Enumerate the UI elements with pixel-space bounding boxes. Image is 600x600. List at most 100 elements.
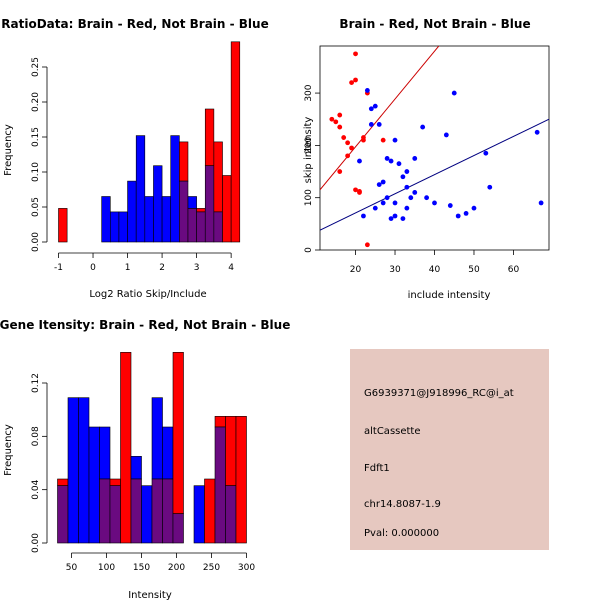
event-type-text: altCassette bbox=[364, 426, 421, 437]
scatter-point-not-brain bbox=[392, 137, 398, 143]
scatter-point-not-brain bbox=[455, 213, 461, 219]
scatter-point-not-brain bbox=[392, 200, 398, 206]
scatter-point-not-brain bbox=[483, 150, 489, 156]
histogram-bar-overlap bbox=[196, 211, 206, 243]
histogram-bar-brain bbox=[196, 208, 206, 213]
probe-info-panel: G6939371@J918996_RC@i_at altCassette Fdf… bbox=[350, 349, 549, 550]
scatter-point-brain bbox=[349, 80, 354, 86]
histogram-bar-brain bbox=[235, 416, 247, 544]
histogram-bar-brain bbox=[204, 108, 215, 167]
scatter-point-not-brain bbox=[404, 205, 410, 211]
regression-line-brain bbox=[320, 46, 440, 191]
gene-intensity-panel: Gene Itensity: Brain - Red, Not Brain - … bbox=[0, 318, 290, 600]
histogram-bar-overlap bbox=[172, 513, 184, 544]
gene-intensity-title: Gene Itensity: Brain - Red, Not Brain - … bbox=[0, 318, 290, 332]
scatter-point-brain bbox=[337, 124, 343, 130]
histogram-bar-not-brain bbox=[88, 426, 100, 544]
scatter-point-not-brain bbox=[372, 205, 378, 211]
histogram-bar-not-brain bbox=[162, 426, 174, 480]
histogram-bar-brain bbox=[179, 141, 189, 182]
histogram-bar-overlap bbox=[109, 485, 121, 544]
gene-name-text: Fdft1 bbox=[364, 463, 390, 474]
scatter-xlabel: include intensity bbox=[408, 290, 491, 301]
histogram-bar-overlap bbox=[213, 211, 223, 243]
x-tick-label: 4 bbox=[228, 263, 234, 273]
histogram-bar-brain bbox=[57, 478, 69, 486]
scatter-point-not-brain bbox=[471, 205, 477, 211]
histogram-bar-not-brain bbox=[78, 397, 90, 544]
scatter-point-brain bbox=[353, 51, 358, 57]
histogram-bar-overlap bbox=[204, 165, 215, 243]
scatter-point-brain bbox=[345, 153, 351, 159]
x-tick-label: 30 bbox=[389, 265, 401, 275]
intensity-scatter-panel: Brain - Red, Not Brain - Blue include in… bbox=[303, 17, 550, 301]
pval-text: Pval: 0.000000 bbox=[364, 528, 439, 539]
scatter-point-not-brain bbox=[364, 88, 370, 93]
histogram-bar-overlap bbox=[151, 478, 163, 544]
regression-line-not-brain bbox=[320, 118, 549, 231]
y-tick-label: 0.15 bbox=[31, 127, 41, 147]
scatter-point-not-brain bbox=[412, 156, 418, 161]
y-tick-label: 0.00 bbox=[31, 533, 41, 553]
y-tick-label: 0.04 bbox=[31, 479, 41, 499]
histogram-bar-not-brain bbox=[109, 211, 120, 243]
y-tick-label: 300 bbox=[304, 84, 314, 101]
y-tick-label: 0.20 bbox=[31, 92, 41, 112]
ratio-histogram-ylabel: Frequency bbox=[3, 124, 14, 176]
histogram-bar-not-brain bbox=[99, 426, 111, 480]
scatter-point-not-brain bbox=[404, 169, 410, 174]
scatter-point-not-brain bbox=[420, 124, 426, 130]
x-tick-label: 60 bbox=[508, 265, 520, 275]
histogram-bar-overlap bbox=[187, 208, 197, 243]
scatter-point-not-brain bbox=[357, 158, 362, 164]
scatter-point-not-brain bbox=[368, 122, 374, 127]
histogram-bar-not-brain bbox=[170, 135, 180, 243]
histogram-bar-brain bbox=[204, 478, 216, 544]
histogram-bar-not-brain bbox=[118, 211, 128, 243]
histogram-bar-brain bbox=[120, 352, 132, 544]
histogram-bar-not-brain bbox=[144, 196, 154, 243]
scatter-point-brain bbox=[357, 189, 362, 194]
ratio-histogram-bars bbox=[58, 41, 241, 243]
histogram-bar-not-brain bbox=[141, 485, 153, 544]
x-tick-label: 250 bbox=[203, 563, 220, 573]
scatter-point-not-brain bbox=[376, 182, 382, 188]
scatter-point-not-brain bbox=[384, 195, 390, 201]
x-tick-label: 150 bbox=[133, 563, 150, 573]
scatter-point-not-brain bbox=[451, 90, 457, 96]
scatter-point-not-brain bbox=[380, 200, 386, 206]
y-tick-label: 0.00 bbox=[31, 232, 41, 252]
scatter-point-brain bbox=[345, 140, 351, 146]
scatter-point-not-brain bbox=[538, 200, 544, 206]
histogram-bar-brain bbox=[109, 478, 121, 486]
x-tick-label: 40 bbox=[429, 265, 441, 275]
y-tick-label: 200 bbox=[304, 137, 314, 154]
histogram-bar-overlap bbox=[99, 478, 111, 544]
histogram-bar-overlap bbox=[162, 478, 174, 544]
y-tick-label: 0.08 bbox=[31, 426, 41, 446]
y-tick-label: 0.05 bbox=[31, 197, 41, 217]
histogram-bar-not-brain bbox=[187, 196, 197, 209]
scatter-point-brain bbox=[329, 116, 335, 122]
scatter-point-not-brain bbox=[412, 190, 418, 195]
histogram-bar-not-brain bbox=[101, 196, 111, 243]
histogram-bar-overlap bbox=[130, 478, 142, 544]
histogram-bar-overlap bbox=[214, 426, 226, 544]
scatter-point-not-brain bbox=[487, 184, 493, 190]
scatter-point-not-brain bbox=[392, 213, 398, 219]
scatter-point-not-brain bbox=[463, 210, 469, 216]
histogram-bar-brain bbox=[213, 141, 223, 213]
scatter-point-brain bbox=[353, 77, 358, 83]
scatter-point-not-brain bbox=[534, 129, 540, 135]
x-tick-label: -1 bbox=[54, 263, 63, 273]
histogram-bar-overlap bbox=[225, 485, 237, 544]
scatter-point-not-brain bbox=[396, 161, 402, 167]
gene-intensity-bars bbox=[57, 352, 247, 544]
scatter-point-not-brain bbox=[388, 216, 394, 222]
scatter-point-brain bbox=[353, 187, 358, 193]
histogram-bar-not-brain bbox=[161, 196, 172, 243]
histogram-bar-not-brain bbox=[135, 135, 146, 243]
histogram-bar-brain bbox=[222, 175, 232, 243]
scatter-plot-area bbox=[319, 45, 550, 251]
